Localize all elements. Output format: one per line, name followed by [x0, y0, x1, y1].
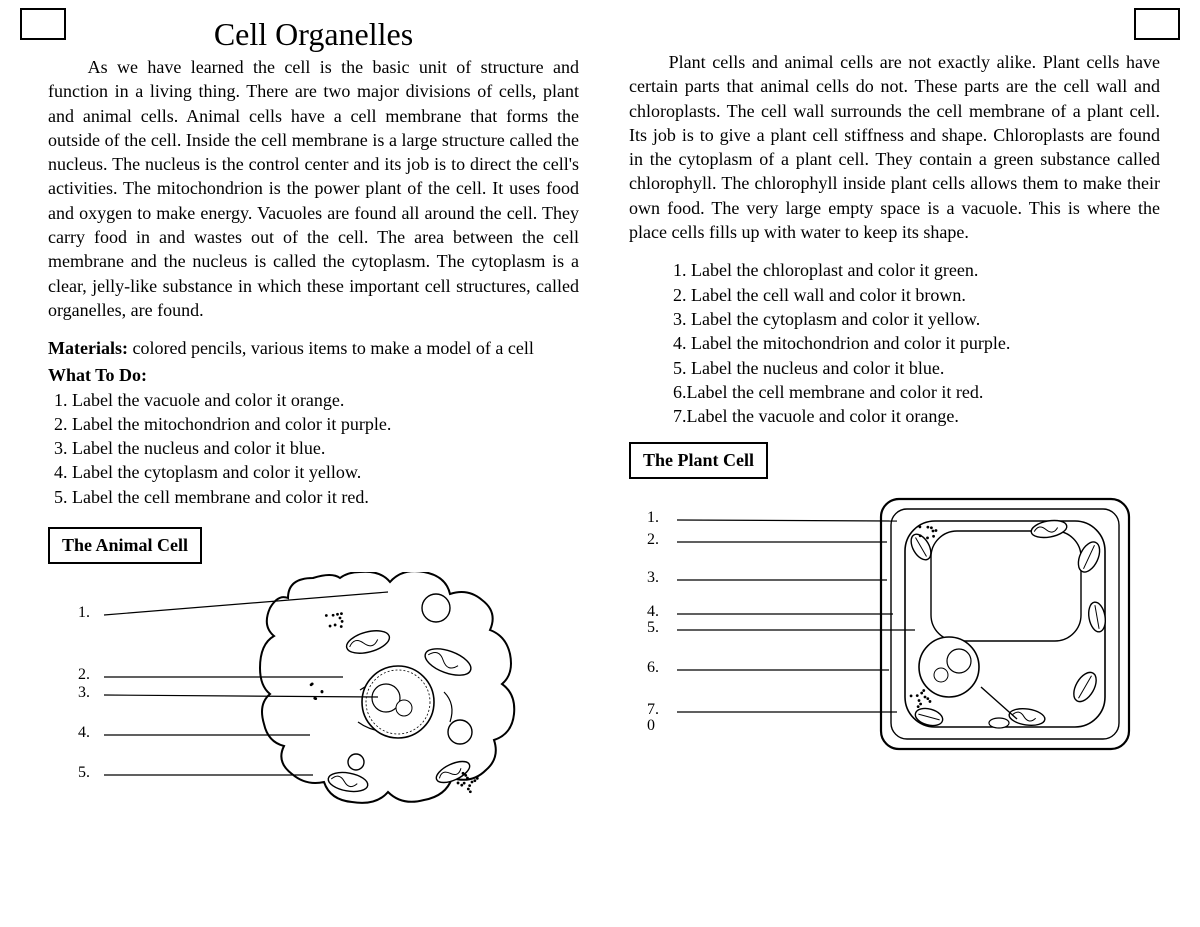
page-number-box-right	[1134, 8, 1180, 40]
list-item: 4. Label the mitochondrion and color it …	[673, 331, 1160, 355]
list-item: 7.Label the vacuole and color it orange.	[673, 404, 1160, 428]
diagram-label-number: 5.	[78, 764, 90, 782]
diagram-label-number: 6.	[647, 659, 659, 677]
right-column: Plant cells and animal cells are not exa…	[629, 10, 1160, 812]
left-column: Cell Organelles As we have learned the c…	[48, 10, 579, 812]
animal-cell-svg	[48, 572, 548, 812]
list-item: Label the mitochondrion and color it pur…	[72, 412, 579, 436]
diagram-label-number: 2.	[78, 666, 90, 684]
left-steps-list: Label the vacuole and color it orange. L…	[48, 388, 579, 509]
plant-cell-svg	[629, 487, 1149, 767]
diagram-label-number: 1.	[647, 509, 659, 527]
diagram-label-number: 2.	[647, 531, 659, 549]
animal-cell-diagram: 1. 2.3. 4. 5.	[48, 572, 548, 812]
animal-cell-heading: The Animal Cell	[48, 527, 202, 564]
list-item: 5. Label the nucleus and color it blue.	[673, 356, 1160, 380]
materials-text: colored pencils, various items to make a…	[128, 338, 534, 358]
right-intro-paragraph: Plant cells and animal cells are not exa…	[629, 50, 1160, 244]
list-item: Label the cytoplasm and color it yellow.	[72, 460, 579, 484]
list-item: 1. Label the chloroplast and color it gr…	[673, 258, 1160, 282]
two-column-layout: Cell Organelles As we have learned the c…	[0, 0, 1200, 812]
materials-label: Materials:	[48, 338, 128, 358]
diagram-label-number: 3.	[78, 684, 90, 702]
what-to-do-label: What To Do:	[48, 365, 579, 386]
list-item: Label the nucleus and color it blue.	[72, 436, 579, 460]
list-item: 2. Label the cell wall and color it brow…	[673, 283, 1160, 307]
page-title: Cell Organelles	[48, 16, 579, 53]
diagram-label-number: 1.	[78, 604, 90, 622]
plant-cell-heading: The Plant Cell	[629, 442, 768, 479]
right-steps-list: 1. Label the chloroplast and color it gr…	[673, 258, 1160, 428]
list-item: Label the vacuole and color it orange.	[72, 388, 579, 412]
diagram-label-number: 0	[647, 717, 655, 735]
list-item: 3. Label the cytoplasm and color it yell…	[673, 307, 1160, 331]
page-number-box-left	[20, 8, 66, 40]
list-item: Label the cell membrane and color it red…	[72, 485, 579, 509]
diagram-label-number: 3.	[647, 569, 659, 587]
diagram-label-number: 5.	[647, 619, 659, 637]
list-item: 6.Label the cell membrane and color it r…	[673, 380, 1160, 404]
left-intro-paragraph: As we have learned the cell is the basic…	[48, 55, 579, 322]
plant-cell-diagram: 1.2.3.4.5.6.7.0	[629, 487, 1149, 767]
materials-line: Materials: colored pencils, various item…	[48, 336, 579, 360]
diagram-label-number: 4.	[78, 724, 90, 742]
